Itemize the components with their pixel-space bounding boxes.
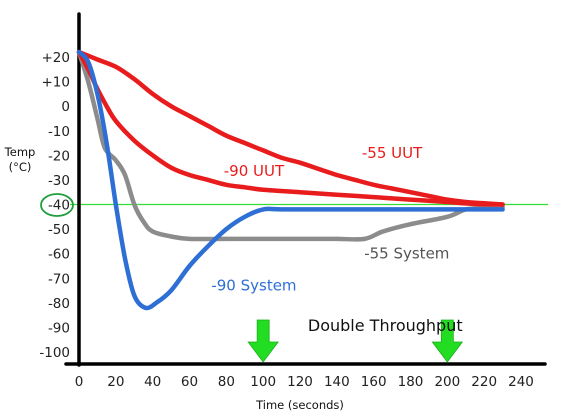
- y-tick-label: -60: [48, 247, 70, 263]
- y-tick-label: -80: [48, 296, 70, 312]
- y-tick-label: -50: [48, 222, 70, 238]
- down-arrow-icon: [431, 319, 464, 363]
- series-label: -90 UUT: [224, 162, 285, 180]
- y-tick-label: -100: [39, 345, 70, 361]
- axes-group: +20 +10 0 -10 -20 -30 -40 -50 -60 -70 -80 -90 -100 0 2…: [4, 12, 548, 412]
- y-axis-unit: (°C): [9, 160, 32, 174]
- x-tick-label: 180: [398, 374, 424, 390]
- x-tick-label: 20: [107, 374, 124, 390]
- x-tick-label: 40: [144, 374, 161, 390]
- series-line-55-uut: [76, 49, 505, 207]
- y-axis-title: Temp: [4, 145, 36, 159]
- x-tick-label: 100: [250, 374, 276, 390]
- labels-group: -55 UUT -90 UUT -55 System -90 System Double…: [211, 144, 464, 363]
- series-line-90-uut: [76, 49, 505, 207]
- x-tick-label: 140: [324, 374, 350, 390]
- series-group: [76, 49, 505, 311]
- x-tick-label: 160: [361, 374, 387, 390]
- x-tick-label: 200: [434, 374, 460, 390]
- y-tick-label: -20: [48, 148, 70, 164]
- x-tick-label: 240: [508, 374, 534, 390]
- y-tick-label: -70: [48, 271, 70, 287]
- y-tick-label: -40: [48, 198, 70, 214]
- series-label: -55 System: [364, 245, 449, 263]
- x-axis-title: Time (seconds): [255, 398, 344, 412]
- y-tick-label: +10: [42, 75, 71, 91]
- x-tick-label: 80: [218, 374, 235, 390]
- y-tick-label: -90: [48, 320, 70, 336]
- series-label: -55 UUT: [362, 144, 423, 162]
- x-tick-label: 120: [287, 374, 313, 390]
- y-tick-label: -30: [48, 173, 70, 189]
- down-arrow-icon: [247, 319, 279, 363]
- y-tick-label: -10: [48, 124, 70, 140]
- series-label: -90 System: [211, 277, 296, 295]
- y-tick-label: 0: [61, 99, 70, 115]
- x-tick-label: 60: [181, 374, 198, 390]
- x-tick-label: 220: [471, 374, 497, 390]
- annotation-label: Double Throughput: [308, 316, 463, 335]
- x-tick-label: 0: [75, 374, 84, 390]
- highlight-circle: [40, 193, 74, 217]
- series-line-90-system: [76, 49, 505, 311]
- y-tick-label: +20: [42, 50, 71, 66]
